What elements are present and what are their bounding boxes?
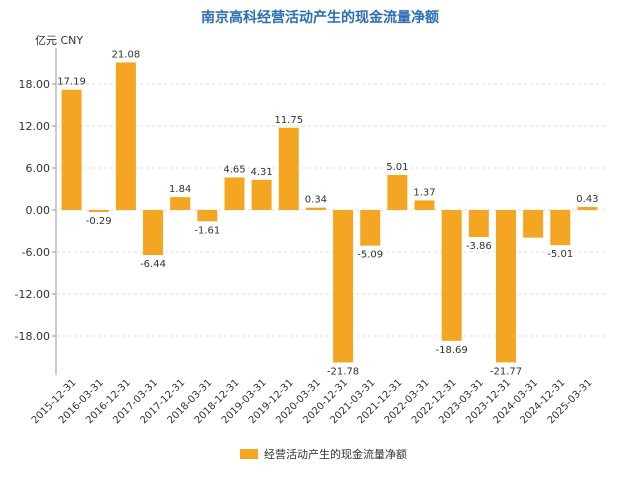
bar[interactable]: [278, 127, 299, 210]
bar[interactable]: [387, 174, 408, 210]
data-label: 17.19: [57, 77, 86, 88]
bar[interactable]: [523, 210, 544, 238]
data-label: 0.34: [305, 195, 327, 206]
y-tick-label: 12.00: [19, 120, 51, 133]
bar[interactable]: [333, 210, 354, 363]
data-label: 4.31: [250, 167, 272, 178]
bar[interactable]: [88, 210, 109, 213]
bar[interactable]: [115, 62, 136, 210]
bar[interactable]: [441, 210, 462, 341]
data-label: 21.08: [112, 49, 141, 60]
y-axis-unit-label: 亿元 CNY: [35, 34, 83, 47]
bar[interactable]: [143, 210, 164, 256]
data-label: -21.78: [327, 366, 359, 377]
data-label: -5.09: [357, 250, 383, 261]
bar[interactable]: [251, 179, 272, 210]
y-tick-label: 6.00: [26, 162, 51, 175]
y-tick-label: -18.00: [15, 330, 50, 343]
data-label: 4.65: [223, 164, 245, 175]
y-tick-label: -6.00: [22, 246, 50, 259]
data-label: 1.84: [169, 184, 191, 195]
legend[interactable]: 经营活动产生的现金流量净额: [240, 447, 407, 461]
bar[interactable]: [360, 210, 381, 246]
chart-title: 南京高科经营活动产生的现金流量净额: [201, 9, 439, 26]
data-label: -0.29: [86, 216, 112, 227]
y-tick-label: 0.00: [26, 204, 51, 217]
bar[interactable]: [577, 206, 598, 210]
bar[interactable]: [170, 197, 191, 210]
data-label: -18.69: [436, 345, 468, 356]
bar[interactable]: [414, 200, 435, 210]
bar[interactable]: [305, 207, 326, 210]
bar[interactable]: [468, 210, 489, 238]
bar[interactable]: [197, 210, 218, 222]
legend-swatch: [240, 449, 258, 459]
bar[interactable]: [550, 210, 571, 246]
data-label: 0.43: [576, 194, 598, 205]
bar[interactable]: [61, 89, 82, 210]
data-label: -3.86: [466, 241, 492, 252]
y-tick-label: -12.00: [15, 288, 50, 301]
bar[interactable]: [495, 210, 516, 363]
data-label: -6.44: [140, 259, 166, 270]
data-label: -1.61: [194, 225, 220, 236]
data-label: -5.01: [547, 249, 573, 260]
data-label: 1.37: [413, 187, 435, 198]
data-label: -21.77: [490, 366, 522, 377]
legend-label: 经营活动产生的现金流量净额: [264, 447, 407, 461]
y-tick-label: 18.00: [19, 78, 51, 91]
data-label: 11.75: [274, 115, 303, 126]
data-label: 5.01: [386, 162, 408, 173]
bar[interactable]: [224, 177, 245, 210]
